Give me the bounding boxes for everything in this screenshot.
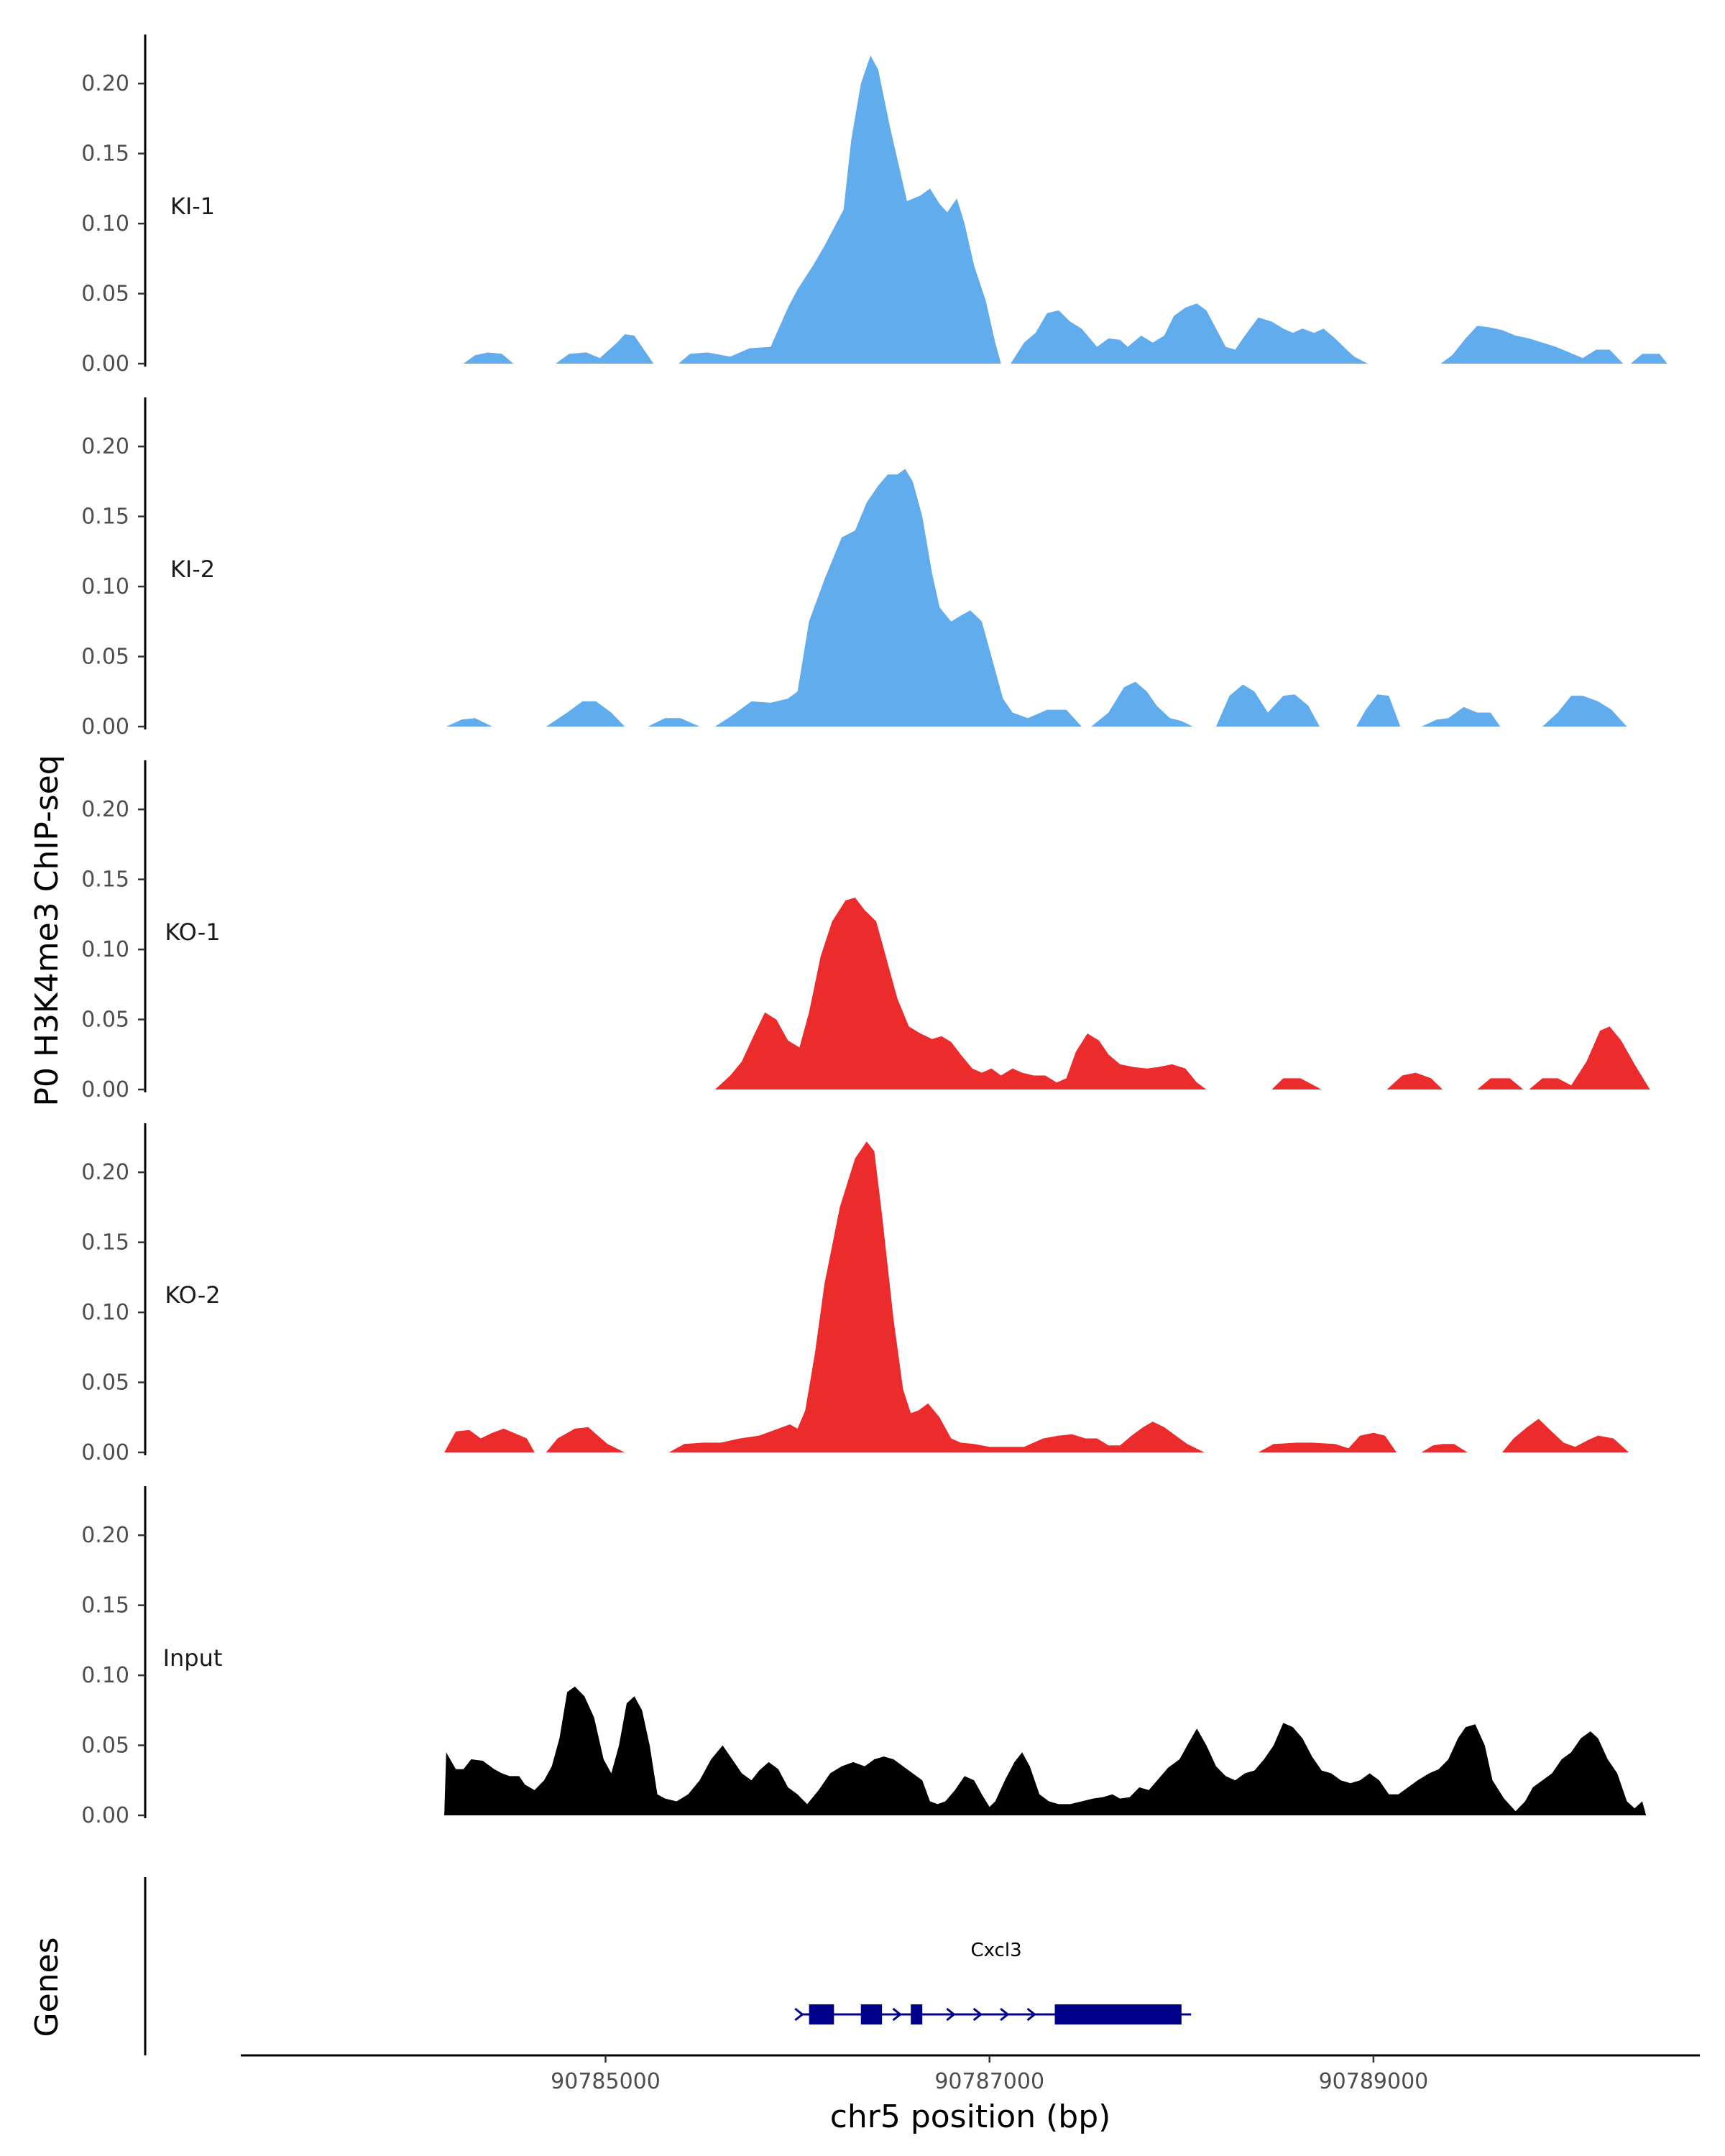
signal-area	[1542, 696, 1627, 727]
strand-arrow	[892, 2007, 902, 2022]
track-input: 0.00 0.05 0.10 0.15 0.20 Input	[81, 1486, 1647, 1828]
track-ko-1: 0.00 0.05 0.10 0.15 0.20 KO-1	[81, 760, 1650, 1102]
y-tick-label: 0.05	[81, 1008, 129, 1033]
strand-arrow	[946, 2007, 956, 2022]
signal-area	[444, 1686, 1647, 1815]
signal-area	[556, 334, 654, 364]
y-tick-label: 0.00	[81, 1077, 129, 1102]
y-tick-label: 0.15	[81, 867, 129, 893]
y-tick-label: 0.10	[81, 211, 129, 236]
y-tick-label: 0.05	[81, 282, 129, 307]
signal-area	[648, 718, 700, 727]
signal-area	[1421, 1444, 1468, 1452]
strand-arrow	[1000, 2007, 1010, 2022]
gene-cxcl3: Cxcl3	[794, 1940, 1192, 2024]
strand-arrow	[1026, 2007, 1036, 2022]
x-axis: 90785000 90787000 90789000	[241, 2054, 1700, 2094]
signal-area	[1011, 303, 1368, 364]
signal-area	[678, 55, 1001, 364]
gene-exon	[809, 2004, 834, 2024]
x-axis-title: chr5 position (bp)	[830, 2099, 1111, 2135]
track-ko-2: 0.00 0.05 0.10 0.15 0.20 KO-2	[81, 1123, 1629, 1465]
signal-area	[1630, 354, 1668, 364]
track-label: Input	[163, 1644, 223, 1672]
gene-exon	[911, 2004, 923, 2024]
signal-area	[1091, 681, 1193, 727]
track-label: KO-2	[165, 1281, 220, 1309]
y-tick-label: 0.00	[81, 1803, 129, 1828]
signal-area	[463, 352, 514, 364]
track-ki-2: 0.00 0.05 0.10 0.15 0.20 KI-2	[81, 397, 1627, 740]
y-tick-label: 0.10	[81, 1663, 129, 1688]
y-tick-label: 0.05	[81, 1733, 129, 1759]
y-tick-label: 0.05	[81, 645, 129, 670]
gene-track: Cxcl3	[144, 1877, 1192, 2055]
y-tick-label: 0.20	[81, 434, 129, 459]
signal-area	[1386, 1072, 1443, 1089]
signal-area	[668, 1141, 1205, 1452]
y-tick-label: 0.20	[81, 1523, 129, 1548]
strand-arrow	[794, 2007, 804, 2022]
y-tick-label: 0.10	[81, 937, 129, 962]
y-tick-label: 0.20	[81, 71, 129, 96]
gene-exon	[860, 2004, 883, 2024]
y-tick-label: 0.15	[81, 505, 129, 530]
y-tick-label: 0.15	[81, 142, 129, 167]
gene-exon	[1054, 2004, 1182, 2024]
y-tick-label: 0.10	[81, 574, 129, 599]
signal-area	[1421, 706, 1501, 727]
signal-tracks: 0.00 0.05 0.10 0.15 0.20 KI-1 0.00 0.05 0.10 0.15…	[81, 34, 1668, 1828]
signal-area	[1440, 326, 1624, 364]
y-tick-label: 0.20	[81, 797, 129, 822]
y-tick-label: 0.00	[81, 351, 129, 377]
signal-area	[1477, 1078, 1524, 1089]
genes-axis-title: Genes	[29, 1937, 65, 2037]
signal-area	[1215, 684, 1320, 727]
x-tick-label: 90785000	[551, 2069, 661, 2094]
strand-arrow	[972, 2007, 983, 2022]
track-label: KO-1	[165, 918, 220, 946]
y-tick-label: 0.15	[81, 1593, 129, 1618]
signal-area	[1271, 1078, 1322, 1089]
signal-area	[1356, 694, 1401, 727]
y-tick-label: 0.20	[81, 1160, 129, 1185]
x-tick-label: 90789000	[1319, 2069, 1429, 2094]
track-ki-1: 0.00 0.05 0.10 0.15 0.20 KI-1	[81, 34, 1668, 377]
x-tick-label: 90787000	[934, 2069, 1044, 2094]
y-tick-label: 0.00	[81, 714, 129, 740]
track-label: KI-1	[170, 193, 215, 220]
track-label: KI-2	[170, 556, 215, 583]
signal-area	[714, 898, 1207, 1089]
y-tick-label: 0.05	[81, 1370, 129, 1396]
signal-area	[1501, 1419, 1629, 1452]
y-axis-title: P0 H3K4me3 ChIP-seq	[29, 755, 65, 1106]
signal-area	[714, 469, 1082, 727]
gene-name-label: Cxcl3	[970, 1940, 1021, 1961]
y-tick-label: 0.10	[81, 1300, 129, 1325]
y-tick-label: 0.00	[81, 1440, 129, 1465]
y-tick-label: 0.15	[81, 1230, 129, 1256]
signal-area	[1258, 1432, 1397, 1452]
signal-area	[546, 1427, 625, 1452]
signal-area	[444, 1428, 535, 1452]
signal-area	[546, 701, 625, 727]
signal-area	[1529, 1026, 1650, 1089]
signal-area	[446, 718, 492, 727]
